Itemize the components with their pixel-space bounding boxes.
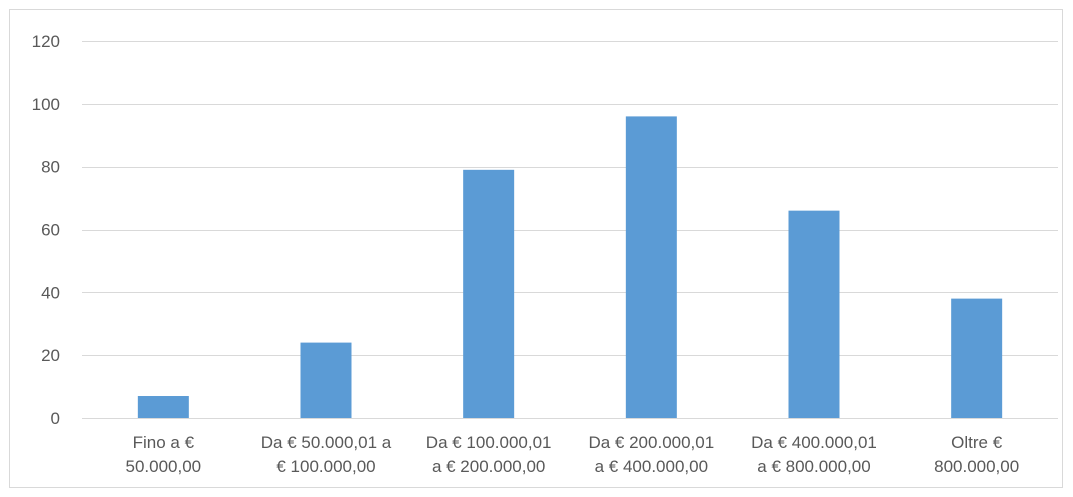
x-category-label: a € 400.000,00: [595, 457, 708, 476]
x-category-label: 800.000,00: [934, 457, 1019, 476]
x-category-label: Da € 200.000,01: [588, 433, 714, 452]
x-category-label: Da € 50.000,01 a: [261, 433, 392, 452]
y-tick-label: 80: [41, 158, 60, 177]
x-category-label: 50.000,00: [126, 457, 202, 476]
y-tick-label: 40: [41, 283, 60, 302]
gridlines: [82, 41, 1058, 419]
bars: [137, 116, 1003, 419]
x-category-label: a € 200.000,00: [432, 457, 545, 476]
bar-1: [300, 342, 352, 418]
bar-3: [625, 116, 677, 419]
bar-2: [463, 169, 515, 418]
y-tick-label: 100: [32, 95, 60, 114]
x-category-label: Da € 100.000,01: [426, 433, 552, 452]
x-category-label: Fino a €: [133, 433, 195, 452]
x-axis-categories: Fino a € 50.000,00 Da € 50.000,01 a € 100.0…: [126, 433, 1020, 476]
bar-0: [137, 396, 189, 418]
bar-4: [788, 210, 840, 418]
x-category-label: € 100.000,00: [276, 457, 375, 476]
y-tick-label: 0: [51, 409, 60, 428]
y-tick-label: 20: [41, 346, 60, 365]
bar-5: [951, 298, 1003, 418]
y-tick-label: 60: [41, 221, 60, 240]
x-category-label: a € 800.000,00: [757, 457, 870, 476]
x-category-label: Oltre €: [951, 433, 1003, 452]
y-tick-label: 120: [32, 32, 60, 51]
x-category-label: Da € 400.000,01: [751, 433, 877, 452]
y-axis-ticks: 0 20 40 60 80 100 120: [32, 32, 60, 428]
